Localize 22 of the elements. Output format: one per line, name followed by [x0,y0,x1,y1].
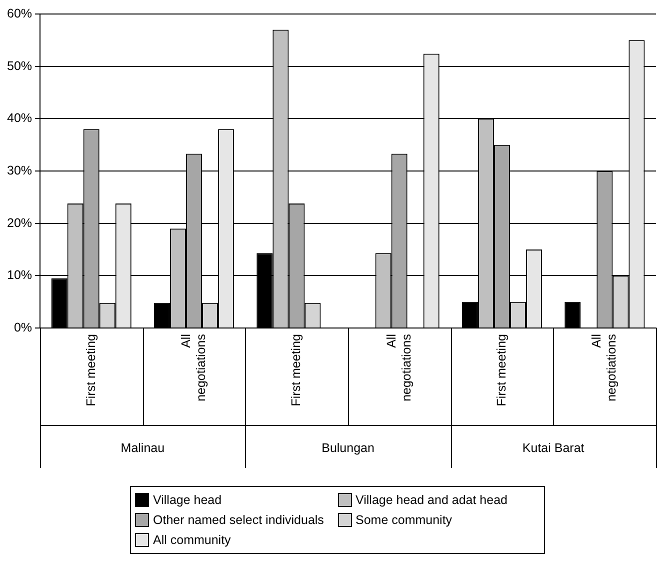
x-tick-label: First meeting [84,334,98,406]
y-tick-label: 0% [14,320,32,334]
y-tick-label: 40% [6,111,32,126]
y-tick-label: 50% [6,58,32,73]
x-tick-label: All negotiations [178,334,208,402]
x-tick-label: First meeting [494,334,508,406]
text: Bulungan [322,440,374,455]
y-tick-label: 20% [6,216,32,230]
legend-label: Village head and adat head [356,493,508,507]
legend-label: All community [153,533,231,547]
legend-label: Other named select individuals [153,513,324,527]
bar [564,302,581,328]
text: Kutai Barat [522,440,585,455]
y-tick-label: 10% [6,268,32,282]
legend-label: Some community [356,513,452,527]
x-tick-label: First meeting [289,334,304,406]
x-tick-label: All negotiations [384,334,414,402]
x-tick-label: All negotiations [590,334,619,402]
y-tick-label: 30% [6,163,32,178]
legend-label: Village head [153,493,222,507]
text: Malinau [120,440,165,455]
y-tick-label: 60% [6,6,32,20]
